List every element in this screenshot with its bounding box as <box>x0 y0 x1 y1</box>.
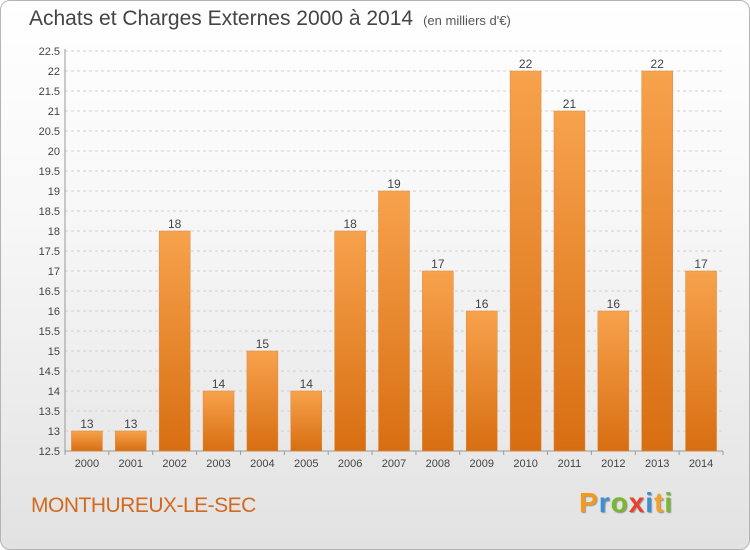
data-label-2003: 14 <box>212 377 226 391</box>
data-label-2001: 13 <box>124 417 138 431</box>
chart-title: Achats et Charges Externes 2000 à 2014 (e… <box>29 7 511 31</box>
y-tick-label: 22 <box>48 66 60 78</box>
y-tick-label: 19 <box>48 186 60 198</box>
y-tick-label: 20.5 <box>39 126 60 138</box>
x-tick-label-2004: 2004 <box>250 458 274 470</box>
data-label-2006: 18 <box>343 217 357 231</box>
y-tick-label: 21.5 <box>39 86 60 98</box>
data-label-2012: 16 <box>607 297 621 311</box>
logo-letter: P <box>579 487 599 518</box>
data-label-2013: 22 <box>651 57 665 71</box>
data-label-2008: 17 <box>431 257 445 271</box>
data-label-2011: 21 <box>563 97 577 111</box>
y-tick-label: 15.5 <box>39 326 60 338</box>
y-tick-label: 20 <box>48 146 60 158</box>
bar-2010 <box>509 70 542 452</box>
y-tick-label: 18 <box>48 226 60 238</box>
x-tick-label-2013: 2013 <box>645 458 669 470</box>
y-tick-label: 18.5 <box>39 206 60 218</box>
bar-2007 <box>378 190 410 452</box>
y-tick-label: 19.5 <box>39 166 60 178</box>
y-tick-label: 12.5 <box>39 446 60 458</box>
y-tick-label: 13.5 <box>39 406 60 418</box>
data-label-2000: 13 <box>80 417 94 431</box>
y-tick-label: 22.5 <box>39 46 60 58</box>
x-tick-label-2006: 2006 <box>338 458 362 470</box>
data-label-2002: 18 <box>168 217 182 231</box>
chart-unit: (en milliers d'€) <box>423 13 511 28</box>
logo-letter: i <box>645 487 655 518</box>
bar-2006 <box>334 230 366 452</box>
x-tick-label-2011: 2011 <box>558 458 582 470</box>
data-label-2004: 15 <box>256 337 270 351</box>
bar-2012 <box>597 310 630 452</box>
y-tick-label: 14 <box>48 386 60 398</box>
y-tick-label: 17 <box>48 266 60 278</box>
proxiti-logo: Proxiti <box>579 487 673 519</box>
x-tick-label-2002: 2002 <box>162 458 186 470</box>
x-tick-label-2003: 2003 <box>206 458 230 470</box>
bar-2008 <box>422 270 454 452</box>
bar-2009 <box>465 310 498 452</box>
x-tick-label-2000: 2000 <box>75 458 99 470</box>
bar-2011 <box>553 110 586 452</box>
bar-2003 <box>202 390 235 452</box>
y-tick-label: 13 <box>48 426 60 438</box>
bar-2002 <box>158 230 191 452</box>
data-label-2009: 16 <box>475 297 489 311</box>
chart-title-text: Achats et Charges Externes 2000 à 2014 <box>29 7 414 30</box>
bar-2000 <box>71 430 103 452</box>
data-label-2014: 17 <box>694 257 708 271</box>
y-tick-label: 16 <box>48 306 60 318</box>
labels: 12.5 13 13.5 14 14.5 15 15.5 16 16.5 17 17.5 18 18.5… <box>39 46 714 470</box>
data-label-2007: 19 <box>387 177 401 191</box>
logo-letter: i <box>664 487 674 518</box>
commune-name: MONTHUREUX-LE-SEC <box>31 494 256 517</box>
y-tick-label: 17.5 <box>39 246 60 258</box>
x-tick-label-2009: 2009 <box>469 458 493 470</box>
y-tick-label: 14.5 <box>39 366 60 378</box>
x-tick-label-2007: 2007 <box>382 458 406 470</box>
logo-letter: o <box>610 487 629 518</box>
x-tick-label-2012: 2012 <box>601 458 625 470</box>
x-tick-label-2010: 2010 <box>513 458 537 470</box>
y-tick-label: 15 <box>48 346 60 358</box>
x-tick-label-2001: 2001 <box>119 458 143 470</box>
bar-2001 <box>115 430 147 452</box>
bars <box>71 70 717 452</box>
y-tick-label: 16.5 <box>39 286 60 298</box>
bar-2013 <box>641 70 673 452</box>
bar-2004 <box>246 350 279 452</box>
logo-letter: t <box>654 487 665 518</box>
x-tick-label-2014: 2014 <box>689 458 713 470</box>
y-tick-label: 21 <box>48 106 60 118</box>
logo-letter: x <box>628 487 646 518</box>
x-tick-label-2005: 2005 <box>294 458 318 470</box>
bar-2014 <box>685 270 717 452</box>
logo-letter: r <box>598 487 611 518</box>
bar-2005 <box>290 390 323 452</box>
x-tick-label-2008: 2008 <box>426 458 450 470</box>
data-label-2010: 22 <box>519 57 533 71</box>
data-label-2005: 14 <box>300 377 314 391</box>
